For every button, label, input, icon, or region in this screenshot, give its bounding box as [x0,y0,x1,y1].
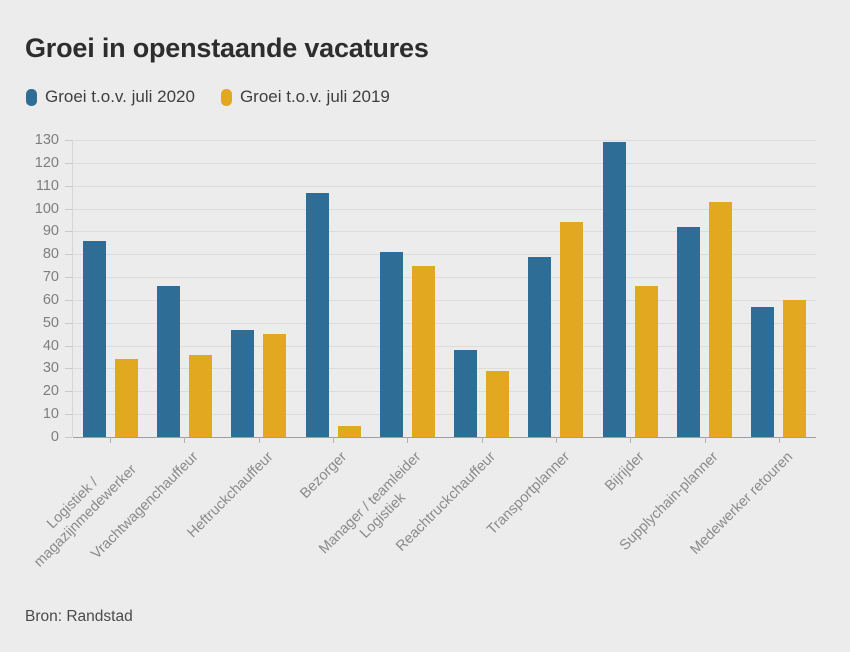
x-axis-tick [333,437,335,443]
bar-series-juli-2019 [188,354,212,437]
gridline [73,254,816,256]
gridline [73,322,816,324]
x-axis-label: Bezorger [297,449,351,502]
legend-swatch-yellow-icon [220,88,232,106]
bar-series-juli-2019 [411,265,435,437]
gridline [73,299,816,301]
bar-series-juli-2020 [454,350,478,437]
bar-chart-plot: 0 10 20 30 40 50 60 70 80 90 100 110 120 130 Logistiek… [31,132,816,570]
y-axis-label: 50 [42,314,59,331]
gridline [73,162,816,164]
y-axis-label: 60 [42,291,59,308]
bar-series-juli-2019 [709,201,733,437]
y-axis-label: 110 [35,177,59,194]
x-axis-tick [184,437,186,443]
gridline [73,391,816,393]
y-axis-tick [65,231,72,233]
x-axis-tick [704,437,706,443]
x-axis-tick [555,437,557,443]
x-axis-label: Logistiek / magazijnmedewerker [31,461,140,571]
legend-label-juli-2020: Groei t.o.v. juli 2020 [45,87,195,106]
bar-series-juli-2020 [156,286,180,437]
y-axis-tick [65,140,72,141]
source-note: Bron: Randstad [25,608,133,625]
legend-item-juli-2020: Groei t.o.v. juli 2020 [26,87,195,107]
y-axis-tick [65,437,72,438]
legend-swatch-blue-icon [26,88,37,106]
x-axis-label: Bijrijder [602,449,648,495]
legend-label-juli-2019: Groei t.o.v. juli 2019 [239,87,390,106]
y-axis-label: 130 [34,132,59,148]
bar-series-juli-2020 [305,192,329,437]
y-axis-label: 10 [42,406,59,423]
y-axis-label: 100 [34,200,59,217]
y-axis-tick [65,322,72,324]
y-axis-tick [65,368,72,370]
y-axis-tick [65,345,72,347]
gridline [73,208,816,210]
gridline [73,345,816,347]
x-axis-tick [407,437,409,443]
bar-series-juli-2019 [263,334,287,437]
bar-series-juli-2020 [602,142,626,437]
y-axis-label: 40 [42,337,59,354]
gridline [73,277,816,279]
y-axis-tick [65,299,72,301]
bar-series-juli-2020 [528,256,552,437]
y-axis-label: 30 [42,360,59,377]
bar-series-juli-2019 [337,425,361,437]
y-axis-tick [65,208,72,210]
y-axis-label: 20 [42,383,59,400]
bar-series-juli-2019 [560,222,584,437]
x-axis-tick [258,437,260,443]
y-axis-tick [65,185,72,187]
bar-series-juli-2020 [231,329,255,437]
x-axis-tick [110,437,112,443]
gridline [73,185,816,187]
y-axis-tick [65,414,72,416]
x-axis-tick [630,437,632,443]
bar-series-juli-2020 [379,251,403,437]
bar-series-juli-2020 [751,306,775,437]
gridline [73,437,816,438]
bar-series-juli-2019 [634,286,658,437]
bar-series-juli-2020 [82,240,106,437]
bar-series-juli-2019 [114,359,138,437]
bar-series-juli-2020 [677,226,701,437]
gridline [73,368,816,370]
y-axis-label: 90 [42,223,59,240]
gridline [73,414,816,416]
y-axis-tick [65,277,72,279]
y-axis-label: 70 [42,269,59,286]
bar-series-juli-2019 [783,299,807,437]
y-axis-tick [65,391,72,393]
y-axis-label: 120 [34,154,59,171]
y-axis-label: 0 [50,429,59,445]
x-axis-tick [481,437,483,443]
gridline [73,231,816,233]
y-axis-tick [65,162,72,164]
y-axis-label: 80 [42,246,59,263]
x-axis-tick [778,437,780,443]
gridline [73,140,816,141]
y-axis-tick [65,254,72,256]
bar-series-juli-2019 [486,370,510,437]
legend-item-juli-2019: Groei t.o.v. juli 2019 [220,87,390,107]
chart-title: Groei in openstaande vacatures [25,33,429,63]
chart-legend: Groei t.o.v. juli 2020 Groei t.o.v. juli… [26,87,390,107]
